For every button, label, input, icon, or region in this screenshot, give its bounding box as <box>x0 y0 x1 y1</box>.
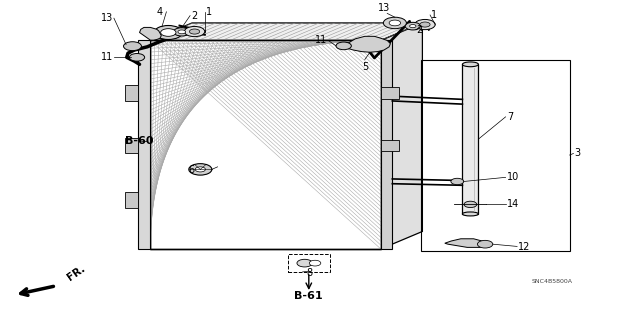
Circle shape <box>415 19 435 30</box>
Polygon shape <box>342 36 390 52</box>
Bar <box>125 85 138 101</box>
Text: 11: 11 <box>101 52 113 62</box>
Text: SNC4B5800A: SNC4B5800A <box>531 279 572 284</box>
Circle shape <box>477 241 493 248</box>
Polygon shape <box>150 23 422 41</box>
Circle shape <box>389 20 401 26</box>
Polygon shape <box>150 41 381 249</box>
Bar <box>421 60 570 250</box>
Circle shape <box>173 28 190 36</box>
Circle shape <box>336 42 351 50</box>
Bar <box>463 64 479 214</box>
Polygon shape <box>140 27 161 40</box>
Text: 13: 13 <box>101 13 113 23</box>
Polygon shape <box>445 239 486 247</box>
Circle shape <box>124 42 141 51</box>
Bar <box>381 41 392 249</box>
Circle shape <box>189 164 212 175</box>
Bar <box>288 254 330 272</box>
Text: 2: 2 <box>191 11 198 21</box>
Polygon shape <box>381 23 422 249</box>
Circle shape <box>451 178 463 185</box>
Text: 2: 2 <box>417 25 423 35</box>
Text: 12: 12 <box>518 242 531 252</box>
Polygon shape <box>150 41 381 249</box>
Circle shape <box>383 17 406 29</box>
Ellipse shape <box>462 212 479 216</box>
Circle shape <box>195 167 205 172</box>
Circle shape <box>129 54 145 61</box>
Text: 7: 7 <box>507 112 513 122</box>
Circle shape <box>189 29 200 34</box>
Text: 4: 4 <box>156 7 163 17</box>
Circle shape <box>410 25 416 28</box>
Circle shape <box>420 22 430 27</box>
Bar <box>381 140 399 151</box>
Text: 6: 6 <box>189 165 195 175</box>
Bar <box>125 192 138 208</box>
Text: FR.: FR. <box>66 263 88 283</box>
Text: 10: 10 <box>507 172 519 182</box>
Text: 14: 14 <box>507 199 519 209</box>
Text: 5: 5 <box>362 62 369 72</box>
Text: B-60: B-60 <box>125 136 154 146</box>
Circle shape <box>297 259 312 267</box>
Text: 13: 13 <box>378 3 390 13</box>
Polygon shape <box>150 23 422 41</box>
Circle shape <box>405 22 420 30</box>
Circle shape <box>184 26 205 37</box>
Circle shape <box>161 29 176 36</box>
Circle shape <box>309 260 321 266</box>
Text: 8: 8 <box>306 268 312 278</box>
Text: 3: 3 <box>575 148 581 159</box>
Bar <box>381 87 399 99</box>
Ellipse shape <box>462 62 479 67</box>
Text: 1: 1 <box>206 7 212 17</box>
Circle shape <box>178 30 186 34</box>
Bar <box>125 137 138 153</box>
Text: 11: 11 <box>316 35 328 46</box>
Bar <box>138 41 150 249</box>
Circle shape <box>154 26 182 40</box>
Circle shape <box>464 201 477 208</box>
Text: 1: 1 <box>431 10 437 20</box>
Text: B-61: B-61 <box>294 291 323 301</box>
